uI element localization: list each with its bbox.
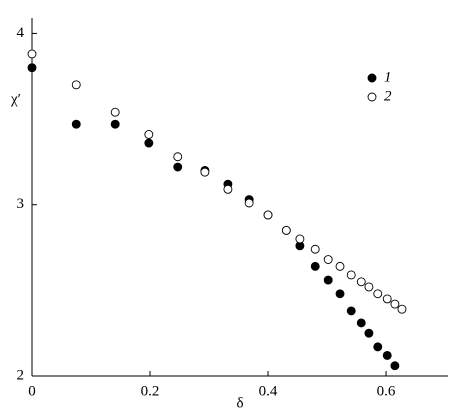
y-tick-label: 4 [17, 25, 25, 41]
point [310, 261, 320, 271]
point [263, 210, 273, 220]
point [356, 277, 366, 287]
x-axis-label: δ [236, 395, 243, 411]
point [295, 234, 305, 244]
point [364, 282, 374, 292]
legend-marker [367, 73, 377, 83]
point [364, 328, 374, 338]
point [27, 49, 37, 59]
x-tick-label: 0.6 [377, 383, 396, 399]
point [144, 130, 154, 139]
point [382, 294, 392, 304]
y-tick-label: 2 [17, 367, 25, 383]
y-axis-label: χ′ [10, 91, 21, 107]
x-tick-label: 0.2 [141, 383, 160, 399]
point [382, 350, 392, 360]
point [335, 289, 345, 299]
point [310, 244, 320, 254]
legend-label: 2 [384, 88, 392, 104]
x-tick-label: 0 [28, 383, 36, 399]
point [346, 306, 356, 316]
point [110, 119, 120, 129]
legend-label: 1 [384, 69, 392, 85]
point [244, 198, 254, 208]
point [173, 162, 183, 172]
point [200, 167, 210, 177]
point [335, 261, 345, 271]
point [390, 299, 400, 309]
point [346, 270, 356, 280]
point [144, 138, 154, 148]
point [71, 80, 81, 90]
point [223, 184, 233, 194]
point [373, 289, 383, 299]
point [173, 152, 183, 162]
legend-marker [367, 92, 377, 102]
point [390, 361, 400, 371]
point [397, 304, 407, 314]
point [110, 107, 120, 117]
point [373, 342, 383, 352]
point [356, 318, 366, 328]
point [281, 225, 291, 235]
point [323, 275, 333, 285]
point [323, 255, 333, 264]
y-tick-label: 3 [17, 196, 25, 212]
x-tick-label: 0.4 [259, 383, 278, 399]
point [27, 63, 37, 73]
point [71, 119, 81, 129]
